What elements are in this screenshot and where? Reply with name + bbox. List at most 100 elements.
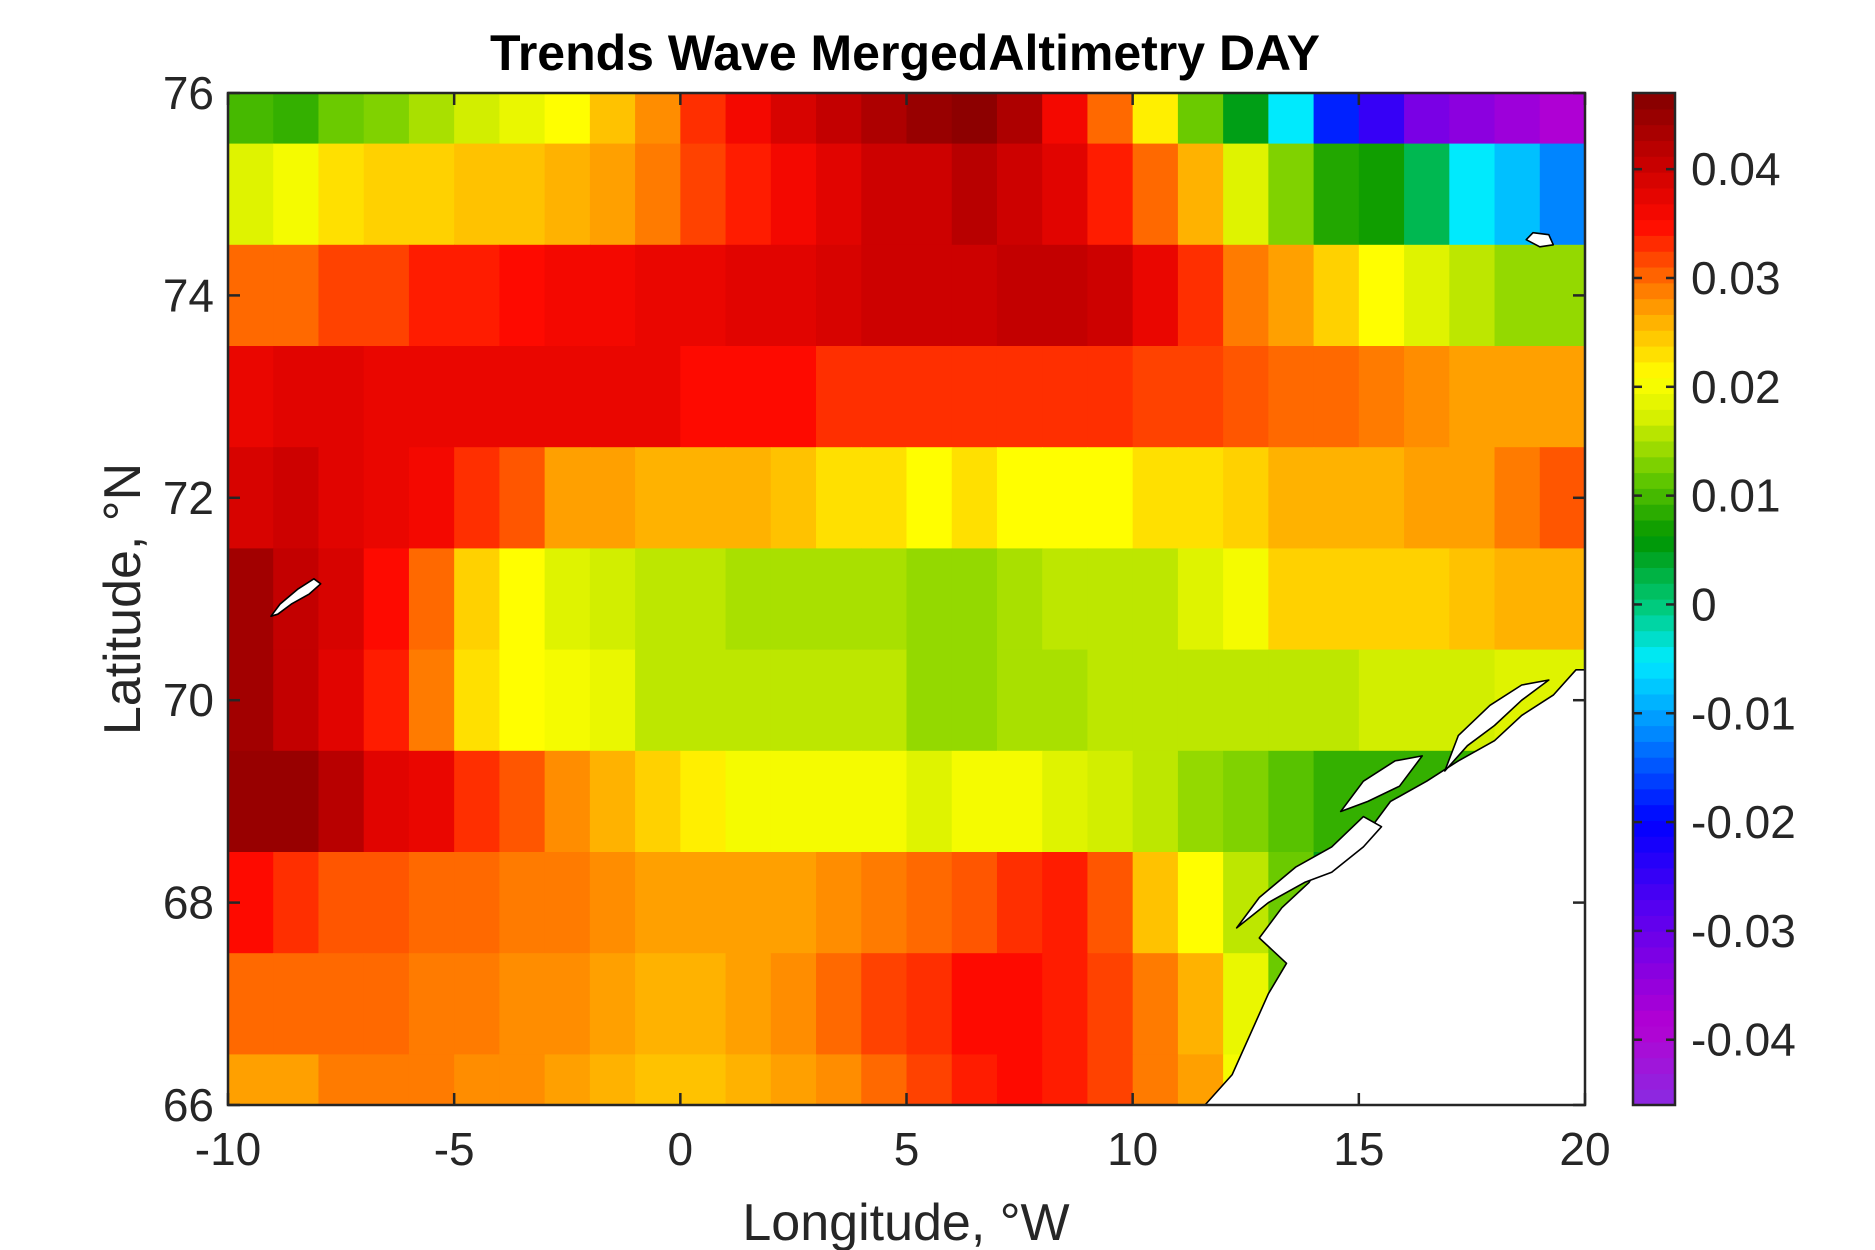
heatmap-cell — [1494, 548, 1541, 651]
heatmap-cell — [1358, 244, 1405, 347]
heatmap-cell — [951, 244, 998, 347]
colorbar-band — [1633, 883, 1675, 901]
colorbar-band — [1633, 488, 1675, 505]
heatmap-cell — [770, 447, 817, 549]
heatmap-cell — [725, 750, 772, 853]
heatmap-cell — [816, 548, 862, 651]
heatmap-cell — [770, 1054, 817, 1106]
heatmap-cell — [1404, 447, 1450, 549]
heatmap-cell — [1132, 346, 1179, 448]
colorbar-band — [1633, 551, 1675, 568]
heatmap-cell — [816, 750, 862, 853]
heatmap-cell — [680, 1054, 727, 1106]
heatmap-cell — [499, 1054, 546, 1106]
heatmap-cell — [1177, 447, 1224, 549]
heatmap-cell — [996, 852, 1043, 954]
heatmap-cell — [1313, 346, 1360, 448]
heatmap-cell — [273, 244, 320, 347]
heatmap-cell — [1223, 244, 1269, 347]
colorbar-band — [1633, 567, 1675, 584]
colorbar-band — [1633, 583, 1675, 600]
heatmap-cell — [589, 143, 636, 246]
heatmap-cell — [725, 143, 772, 246]
heatmap-cell — [861, 649, 908, 752]
heatmap-cell — [318, 649, 365, 752]
heatmap-cell — [1042, 143, 1089, 246]
land-lofoten — [1235, 815, 1383, 929]
land-jan-mayen — [270, 577, 322, 618]
x-tick-label: 5 — [894, 1123, 920, 1175]
heatmap-cell — [1268, 244, 1315, 347]
colorbar-band — [1633, 472, 1675, 489]
colorbar-band — [1633, 235, 1675, 252]
heatmap-cell — [1268, 548, 1315, 651]
heatmap-cell — [1042, 346, 1089, 448]
heatmap-cell — [725, 447, 772, 549]
heatmap-cell — [1223, 548, 1269, 651]
heatmap-cell — [1132, 93, 1179, 145]
heatmap-cell — [1358, 143, 1405, 246]
heatmap-cell — [273, 750, 320, 853]
heatmap-cell — [996, 143, 1043, 246]
heatmap-cell — [816, 143, 862, 246]
heatmap-cell — [906, 852, 953, 954]
x-tick-label: 10 — [1107, 1123, 1158, 1175]
colorbar-band — [1633, 662, 1675, 679]
heatmap-cell — [816, 649, 862, 752]
heatmap-cell — [1177, 93, 1224, 145]
heatmap-cell — [816, 852, 862, 954]
heatmap-cell — [1494, 143, 1541, 246]
heatmap-cell — [1087, 750, 1134, 853]
colorbar-band — [1633, 203, 1675, 221]
heatmap-cell — [680, 346, 727, 448]
heatmap-cell — [1268, 346, 1315, 448]
heatmap-cell — [1313, 548, 1360, 651]
heatmap-cell — [1042, 548, 1089, 651]
heatmap-cell — [680, 447, 727, 549]
heatmap-cell — [725, 953, 772, 1055]
heatmap-cell — [635, 143, 681, 246]
colorbar-band — [1633, 93, 1675, 110]
heatmap-cell — [544, 93, 591, 145]
heatmap-cell — [1087, 244, 1134, 347]
heatmap-cell — [1268, 143, 1315, 246]
colorbar-band — [1633, 140, 1675, 157]
heatmap-cell — [454, 953, 500, 1055]
land-norway-coast — [1204, 668, 1586, 1106]
heatmap-cell — [1087, 548, 1134, 651]
heatmap-cell — [544, 649, 591, 752]
heatmap-cell — [635, 1054, 681, 1106]
colorbar-band — [1633, 1010, 1675, 1027]
heatmap-cell — [363, 953, 410, 1055]
heatmap-cell — [544, 1054, 591, 1106]
colorbar-band — [1633, 725, 1675, 742]
x-tick-label: 0 — [668, 1123, 694, 1175]
heatmap-cell — [1087, 953, 1134, 1055]
heatmap-cell — [589, 953, 636, 1055]
heatmap-cell — [951, 649, 998, 752]
heatmap-cell — [1177, 953, 1224, 1055]
heatmap-cell — [861, 447, 908, 549]
heatmap-cell — [861, 953, 908, 1055]
heatmap-cell — [318, 548, 365, 651]
heatmap-cell — [635, 548, 681, 651]
y-axis-label: Latitude, °N — [94, 463, 152, 735]
heatmap-cell — [454, 143, 500, 246]
heatmap-cell — [680, 143, 727, 246]
heatmap-cell — [1177, 346, 1224, 448]
heatmap-cell — [1449, 548, 1496, 651]
heatmap-cell — [1087, 649, 1134, 752]
colorbar-band — [1633, 962, 1675, 980]
heatmap-cell — [680, 953, 727, 1055]
colorbar-band — [1633, 915, 1675, 932]
heatmap-cell — [363, 447, 410, 549]
y-tick-label: 70 — [163, 674, 214, 726]
colorbar-band — [1633, 788, 1675, 806]
colorbar-frame — [1631, 91, 1677, 1107]
heatmap-cell — [589, 93, 636, 145]
heatmap-cell — [906, 447, 953, 549]
heatmap-cell — [1404, 93, 1450, 145]
colorbar-band — [1633, 377, 1675, 395]
heatmap-cell — [1177, 750, 1224, 853]
